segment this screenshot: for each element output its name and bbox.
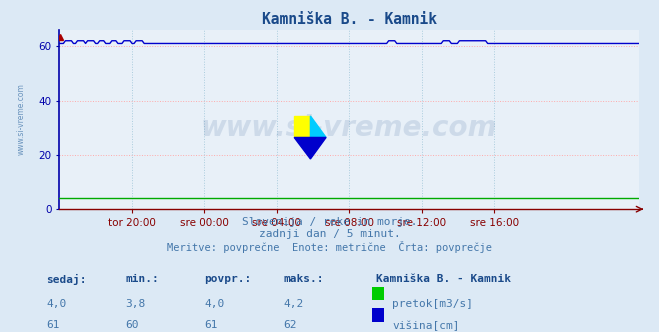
Text: Kamniška B. - Kamnik: Kamniška B. - Kamnik — [376, 274, 511, 284]
Text: 4,0: 4,0 — [204, 299, 225, 309]
Text: 62: 62 — [283, 320, 297, 330]
Text: povpr.:: povpr.: — [204, 274, 252, 284]
Text: 4,2: 4,2 — [283, 299, 304, 309]
Text: www.si-vreme.com: www.si-vreme.com — [201, 115, 498, 142]
Text: višina[cm]: višina[cm] — [392, 320, 459, 331]
Text: Meritve: povprečne  Enote: metrične  Črta: povprečje: Meritve: povprečne Enote: metrične Črta:… — [167, 241, 492, 253]
Text: zadnji dan / 5 minut.: zadnji dan / 5 minut. — [258, 229, 401, 239]
Text: maks.:: maks.: — [283, 274, 324, 284]
Polygon shape — [294, 137, 326, 159]
Text: pretok[m3/s]: pretok[m3/s] — [392, 299, 473, 309]
Text: sedaj:: sedaj: — [46, 274, 86, 285]
Bar — [294, 116, 310, 137]
Text: 3,8: 3,8 — [125, 299, 146, 309]
Text: min.:: min.: — [125, 274, 159, 284]
Text: www.si-vreme.com: www.si-vreme.com — [17, 84, 26, 155]
Text: 61: 61 — [204, 320, 217, 330]
Title: Kamniška B. - Kamnik: Kamniška B. - Kamnik — [262, 12, 437, 27]
Text: 61: 61 — [46, 320, 59, 330]
Text: 4,0: 4,0 — [46, 299, 67, 309]
Text: Slovenija / reke in morje.: Slovenija / reke in morje. — [242, 217, 417, 227]
Text: 60: 60 — [125, 320, 138, 330]
Polygon shape — [310, 116, 326, 137]
